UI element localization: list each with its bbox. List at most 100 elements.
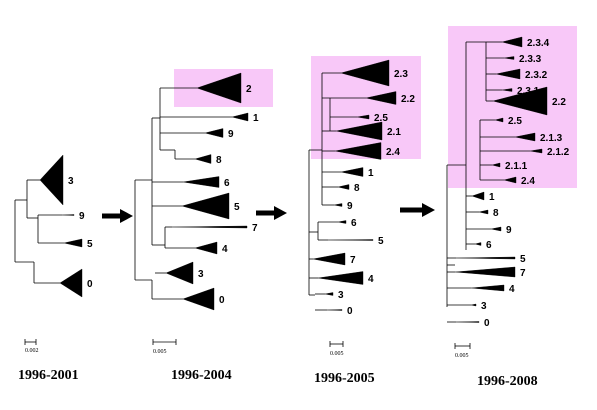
clade-triangle [492, 86, 548, 116]
clade-triangle [182, 176, 220, 188]
clade-label: 2.5 [374, 113, 388, 124]
arrow-icon [400, 203, 435, 217]
clade-triangle [340, 167, 364, 177]
clade-label: 5 [234, 202, 240, 213]
clade-triangle [501, 36, 523, 48]
clade-label: 2.3.3 [519, 54, 542, 65]
clade-triangle [478, 209, 489, 215]
clade-label: 0 [219, 295, 225, 306]
clade-label: 6 [486, 240, 492, 251]
clade-label: 4 [368, 274, 374, 285]
clade-triangle [490, 226, 502, 232]
clade-label: 4 [222, 244, 228, 255]
tree-1996-2004: 2 1 9 8 6 5 7 4 3 0 [134, 72, 259, 311]
clade-label: 3 [198, 269, 204, 280]
clade-label: 9 [506, 225, 512, 236]
clade-triangle [171, 225, 248, 229]
clade-label: 2.3.1 [517, 86, 540, 97]
scale-bar-2001: 0.002 [24, 339, 39, 354]
clade-label: 0 [87, 279, 93, 290]
clade-triangle [312, 252, 346, 266]
clade-label: 0 [347, 306, 353, 317]
clade-label: 3 [338, 290, 344, 301]
clade-triangle [491, 162, 501, 168]
clade-triangle [317, 271, 364, 285]
clade-triangle [514, 132, 536, 142]
clade-triangle [529, 148, 543, 154]
clade-triangle [204, 128, 224, 138]
clade-label: 8 [354, 183, 360, 194]
clade-triangle [494, 117, 504, 123]
tree-1996-2005: 2.3 2.2 2.5 2.1 2.4 189 6 5 7 4 30 [308, 59, 415, 317]
scale-bar-2008: 0.005 [454, 343, 471, 359]
highlight-box-2008 [448, 26, 577, 188]
clade-label: 7 [520, 268, 526, 279]
clade-label: 2.3 [394, 69, 408, 80]
period-label-2004: 1996-2004 [171, 368, 232, 383]
clade-label: 9 [228, 129, 234, 140]
clade-triangle [333, 203, 343, 207]
period-label-2005: 1996-2005 [314, 371, 375, 386]
clade-triangle [503, 56, 515, 60]
clade-triangle [165, 261, 194, 285]
clade-label: 1 [368, 168, 374, 179]
clade-label: 7 [350, 255, 356, 266]
clade-label: 2.1.3 [540, 133, 563, 144]
clade-label: 3 [481, 301, 487, 312]
scale-label: 0.005 [330, 351, 344, 357]
clade-label: 2.1.2 [547, 147, 570, 158]
clade-label: 4 [509, 284, 515, 295]
clade-label: 5 [378, 236, 384, 247]
clade-triangle [196, 72, 242, 104]
period-label-2008: 1996-2008 [477, 374, 538, 389]
scale-bar-2004: 0.005 [152, 339, 177, 355]
clade-label: 7 [252, 223, 258, 234]
clade-triangle [334, 142, 382, 160]
clade-triangle [470, 284, 505, 292]
clade-label: 2.5 [508, 116, 522, 127]
clade-label: 2.2 [401, 94, 415, 105]
clade-triangle [194, 154, 212, 164]
clade-triangle [327, 239, 374, 241]
clade-label: 9 [79, 211, 85, 222]
clade-label: 8 [216, 155, 222, 166]
scale-bar-2005: 0.005 [329, 341, 344, 357]
clade-triangle [470, 303, 477, 307]
clade-triangle [356, 114, 370, 120]
clade-label: 2.1 [387, 127, 401, 138]
clade-triangle [231, 112, 249, 122]
clade-triangle [503, 176, 517, 184]
clade-triangle [337, 184, 350, 190]
clade-triangle [365, 91, 397, 105]
scale-label: 0.005 [455, 353, 469, 359]
clade-triangle [495, 68, 521, 80]
clade-label: 2 [246, 84, 252, 95]
tree-1996-2001: 3 9 5 0 [14, 154, 93, 298]
clade-label: 6 [224, 178, 230, 189]
clade-triangle [335, 121, 383, 141]
clade-label: 3 [68, 176, 74, 187]
clade-triangle [326, 309, 343, 311]
clade-label: 1 [253, 113, 259, 124]
clade-label: 2.3.2 [525, 70, 548, 81]
tree-1996-2008: 2.3.4 2.3.3 2.3.2 2.3.1 2.2 2.5 2.1.3 2.1.2 2.1.… [446, 36, 570, 329]
scale-label: 0.002 [25, 348, 39, 354]
clade-triangle [324, 292, 334, 296]
clade-triangle [39, 154, 64, 206]
clade-triangle [63, 238, 83, 248]
clade-label: 8 [493, 208, 499, 219]
clade-label: 2.2 [552, 97, 566, 108]
clade-triangle [501, 88, 513, 92]
clade-label: 6 [351, 218, 357, 229]
clade-triangle [474, 242, 482, 246]
scale-label: 0.005 [153, 349, 167, 355]
arrow-icon [256, 206, 287, 220]
clade-label: 5 [87, 239, 93, 250]
clade-triangle [181, 192, 230, 220]
period-label-2001: 1996-2001 [18, 368, 79, 383]
clade-label: 2.4 [521, 176, 535, 187]
clade-triangle [454, 266, 516, 278]
clade-triangle [182, 287, 215, 311]
clade-label: 0 [484, 318, 490, 329]
